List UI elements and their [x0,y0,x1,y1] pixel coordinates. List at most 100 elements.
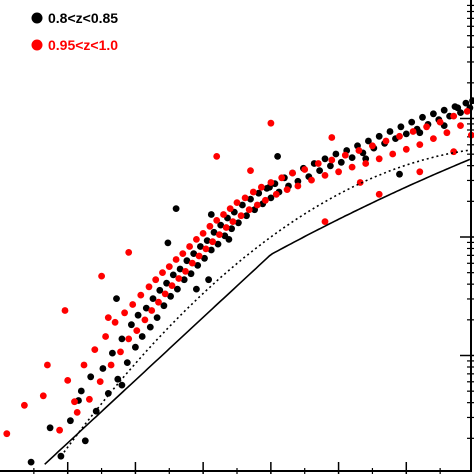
point-z0.95-1.0 [369,142,376,150]
point-z0.8-0.85 [194,262,202,269]
point-z0.95-1.0 [179,250,187,257]
point-z0.95-1.0 [222,224,230,231]
point-z0.95-1.0 [237,212,245,220]
point-z0.95-1.0 [436,118,444,126]
point-z0.8-0.85 [214,240,222,248]
point-z0.95-1.0 [202,245,210,253]
point-z0.95-1.0 [262,196,269,204]
point-z0.8-0.85 [123,359,131,366]
point-z0.8-0.85 [187,270,195,278]
point-z0.95-1.0 [375,190,383,198]
point-z0.95-1.0 [389,150,397,158]
point-z0.8-0.85 [193,285,200,293]
legend-label-black: 0.8<z<0.85 [48,10,118,26]
point-z0.8-0.85 [127,321,135,329]
point-z0.95-1.0 [129,301,137,308]
point-z0.8-0.85 [454,104,462,112]
point-z0.95-1.0 [206,222,214,230]
point-z0.95-1.0 [96,378,104,385]
point-z0.95-1.0 [175,275,183,282]
point-z0.95-1.0 [220,211,227,218]
legend-marker-red [31,39,43,51]
point-z0.95-1.0 [321,172,329,179]
point-z0.8-0.85 [205,276,213,284]
point-z0.8-0.85 [163,279,171,287]
point-z0.95-1.0 [86,395,93,403]
point-z0.95-1.0 [249,188,257,196]
point-z0.8-0.85 [27,458,35,466]
point-z0.95-1.0 [195,252,203,260]
point-z0.8-0.85 [210,228,218,236]
point-z0.8-0.85 [203,237,211,245]
legend-label-red: 0.95<z<1.0 [48,37,118,53]
point-z0.8-0.85 [138,333,146,340]
point-z0.8-0.85 [239,201,246,209]
point-z0.8-0.85 [118,381,126,389]
point-z0.95-1.0 [416,141,424,149]
point-z0.95-1.0 [423,123,430,131]
point-z0.8-0.85 [294,177,302,185]
fit-line-solid [44,158,471,465]
point-z0.95-1.0 [416,168,424,176]
point-z0.95-1.0 [457,122,464,129]
point-z0.8-0.85 [348,154,356,162]
point-z0.95-1.0 [328,156,336,164]
point-z0.95-1.0 [430,135,437,143]
point-z0.8-0.85 [153,314,161,321]
point-z0.95-1.0 [168,282,176,289]
point-z0.95-1.0 [321,218,329,226]
point-z0.95-1.0 [396,132,403,140]
data-points [3,97,474,466]
point-z0.95-1.0 [39,392,47,400]
point-z0.95-1.0 [463,108,471,115]
point-z0.8-0.85 [46,424,54,432]
point-z0.8-0.85 [164,239,172,247]
point-z0.8-0.85 [169,271,177,279]
point-z0.8-0.85 [167,292,175,300]
point-z0.95-1.0 [148,307,156,314]
point-z0.95-1.0 [216,231,223,239]
point-z0.95-1.0 [104,314,112,321]
point-z0.95-1.0 [182,268,189,275]
point-z0.8-0.85 [99,365,107,372]
point-z0.95-1.0 [213,153,221,160]
point-z0.95-1.0 [335,168,342,176]
point-z0.8-0.85 [77,387,85,395]
point-z0.95-1.0 [362,160,370,167]
point-z0.95-1.0 [328,134,336,141]
point-z0.95-1.0 [283,186,291,194]
point-z0.95-1.0 [91,346,99,353]
point-z0.95-1.0 [44,361,51,369]
point-z0.8-0.85 [207,246,215,254]
point-z0.95-1.0 [111,318,119,326]
point-z0.8-0.85 [316,167,323,175]
point-z0.8-0.85 [327,162,334,170]
point-z0.8-0.85 [228,225,236,233]
point-z0.8-0.85 [375,132,383,140]
point-z0.95-1.0 [121,309,128,317]
point-z0.95-1.0 [382,137,390,145]
point-z0.95-1.0 [71,398,78,406]
point-z0.8-0.85 [430,110,437,118]
point-z0.95-1.0 [3,430,11,438]
point-z0.95-1.0 [229,218,237,226]
point-z0.95-1.0 [308,176,315,184]
point-z0.95-1.0 [241,194,249,202]
point-z0.95-1.0 [443,129,451,137]
point-z0.95-1.0 [258,183,265,191]
point-z0.95-1.0 [278,174,286,182]
point-z0.95-1.0 [145,283,153,291]
point-z0.95-1.0 [375,155,383,163]
point-z0.95-1.0 [21,401,28,409]
point-z0.95-1.0 [117,348,124,356]
point-z0.8-0.85 [134,311,142,319]
point-z0.8-0.85 [118,335,126,343]
point-z0.95-1.0 [159,269,166,276]
point-z0.8-0.85 [81,437,89,445]
point-z0.8-0.85 [156,286,164,294]
point-z0.8-0.85 [180,276,188,284]
point-z0.8-0.85 [109,349,116,357]
point-z0.8-0.85 [402,130,410,138]
point-z0.8-0.85 [419,113,426,121]
fit-lines [44,149,471,465]
